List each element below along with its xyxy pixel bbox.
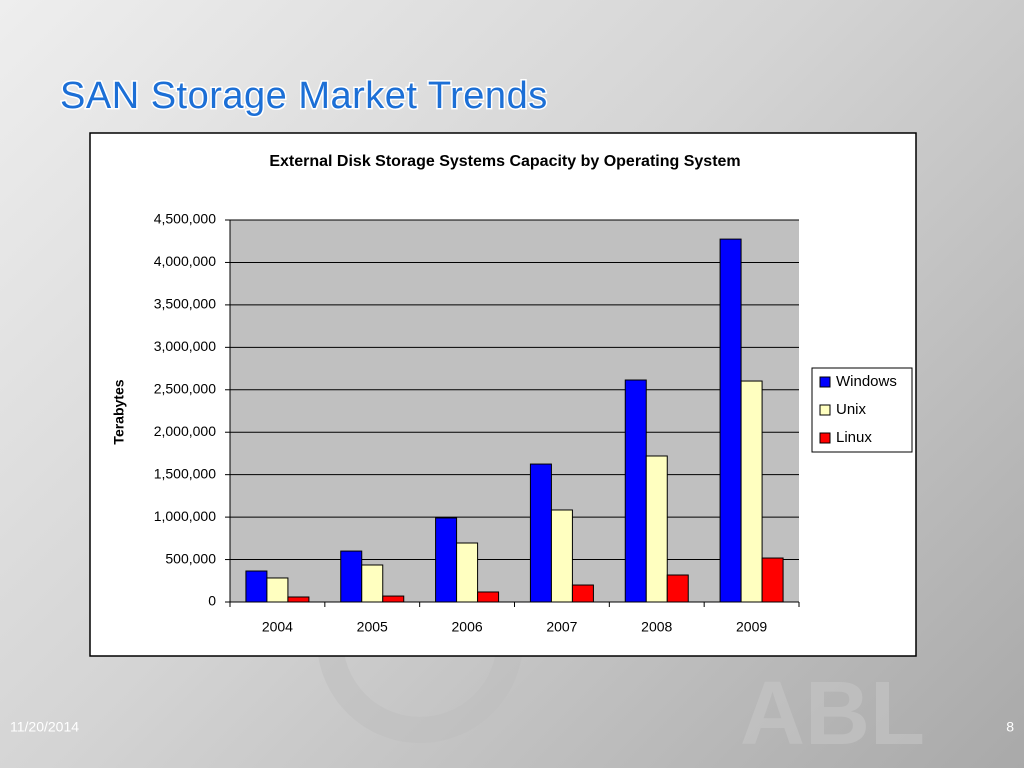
x-tick-label: 2006 (452, 619, 483, 635)
y-tick-label: 1,500,000 (154, 465, 216, 481)
bar (529, 463, 552, 603)
plot-area (230, 220, 799, 602)
bar (477, 591, 500, 603)
bar (571, 584, 594, 603)
bar (666, 574, 689, 603)
bar (456, 542, 479, 603)
x-tick-label: 2005 (357, 619, 388, 635)
legend-label: Windows (836, 373, 897, 390)
bar (719, 238, 742, 603)
bar (645, 455, 668, 603)
legend-label: Linux (836, 429, 872, 446)
y-tick-label: 2,500,000 (154, 380, 216, 396)
legend-label: Unix (836, 401, 867, 418)
y-tick-label: 2,000,000 (154, 423, 216, 439)
bar (245, 570, 268, 603)
bar (624, 379, 647, 603)
y-axis-title: Terabytes (111, 379, 127, 444)
bar (550, 509, 573, 603)
chart-title: External Disk Storage Systems Capacity b… (269, 153, 740, 170)
legend-swatch (819, 432, 831, 444)
slide-date: 11/20/2014 (10, 719, 79, 735)
bar (266, 577, 289, 603)
y-tick-label: 500,000 (165, 550, 216, 566)
bar (435, 517, 458, 603)
bar (382, 595, 405, 603)
y-tick-label: 3,500,000 (154, 296, 216, 312)
y-tick-label: 4,500,000 (154, 211, 216, 227)
x-tick-label: 2007 (546, 619, 577, 635)
legend-swatch (819, 376, 831, 388)
y-tick-label: 1,000,000 (154, 508, 216, 524)
bar (340, 550, 363, 603)
slide-number: 8 (1006, 719, 1014, 735)
legend-swatch (819, 404, 831, 416)
x-tick-label: 2008 (641, 619, 672, 635)
y-tick-label: 3,000,000 (154, 338, 216, 354)
slide-title: SAN Storage Market Trends (60, 75, 548, 117)
x-tick-label: 2009 (736, 619, 767, 635)
watermark-logo: ABL (740, 664, 925, 764)
y-tick-label: 0 (208, 593, 216, 609)
bar (361, 564, 384, 603)
bar (740, 380, 763, 603)
y-tick-label: 4,000,000 (154, 253, 216, 269)
x-tick-label: 2004 (262, 619, 293, 635)
bar (287, 596, 310, 603)
bar (761, 557, 784, 603)
